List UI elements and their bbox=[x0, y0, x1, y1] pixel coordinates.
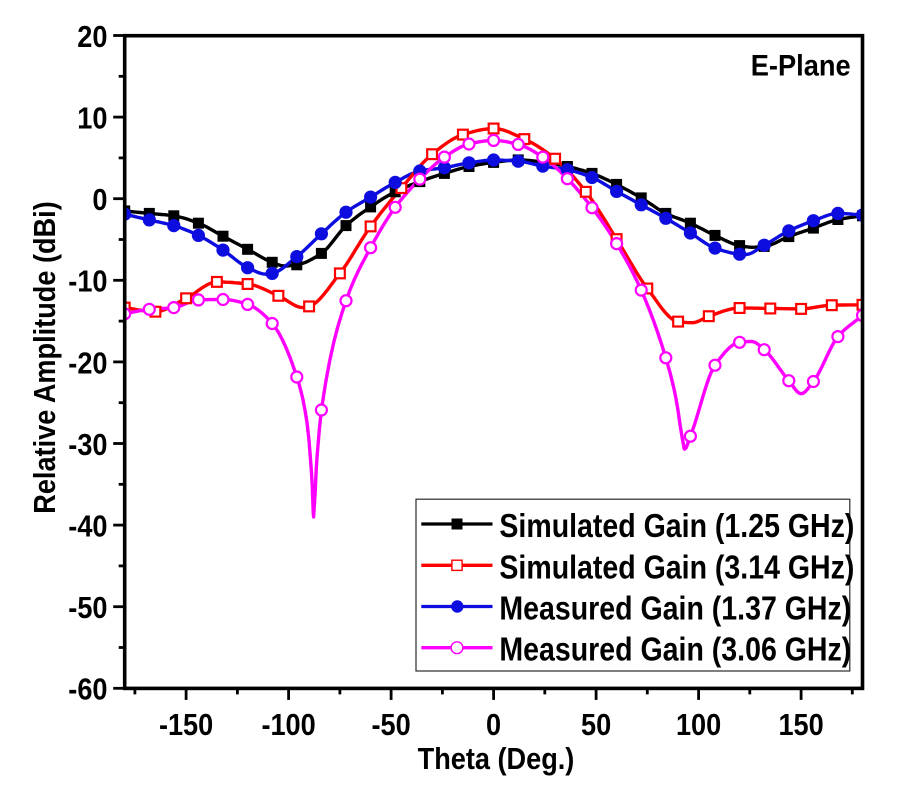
svg-text:-50: -50 bbox=[68, 590, 107, 625]
svg-text:-20: -20 bbox=[68, 345, 107, 380]
svg-text:Simulated Gain (1.25 GHz): Simulated Gain (1.25 GHz) bbox=[499, 507, 854, 544]
svg-text:50: 50 bbox=[581, 707, 611, 742]
svg-text:E-Plane: E-Plane bbox=[751, 49, 851, 82]
svg-text:-40: -40 bbox=[68, 509, 107, 544]
svg-text:0: 0 bbox=[486, 707, 501, 742]
svg-text:-150: -150 bbox=[159, 707, 213, 742]
svg-text:Theta (Deg.): Theta (Deg.) bbox=[418, 741, 575, 776]
svg-text:-30: -30 bbox=[68, 427, 107, 462]
svg-text:100: 100 bbox=[676, 707, 721, 742]
svg-text:-10: -10 bbox=[68, 264, 107, 299]
svg-text:-50: -50 bbox=[372, 707, 411, 742]
svg-text:-100: -100 bbox=[261, 707, 315, 742]
svg-text:Relative Amplitude (dBi): Relative Amplitude (dBi) bbox=[27, 201, 62, 514]
svg-text:150: 150 bbox=[778, 707, 823, 742]
svg-text:-60: -60 bbox=[68, 672, 107, 707]
svg-text:20: 20 bbox=[77, 19, 107, 54]
svg-text:Measured Gain (1.37 GHz): Measured Gain (1.37 GHz) bbox=[499, 590, 851, 627]
svg-text:0: 0 bbox=[92, 182, 107, 217]
svg-text:Simulated Gain (3.14 GHz): Simulated Gain (3.14 GHz) bbox=[499, 548, 854, 585]
svg-text:10: 10 bbox=[77, 101, 107, 136]
svg-text:Measured Gain (3.06 GHz): Measured Gain (3.06 GHz) bbox=[499, 631, 851, 668]
